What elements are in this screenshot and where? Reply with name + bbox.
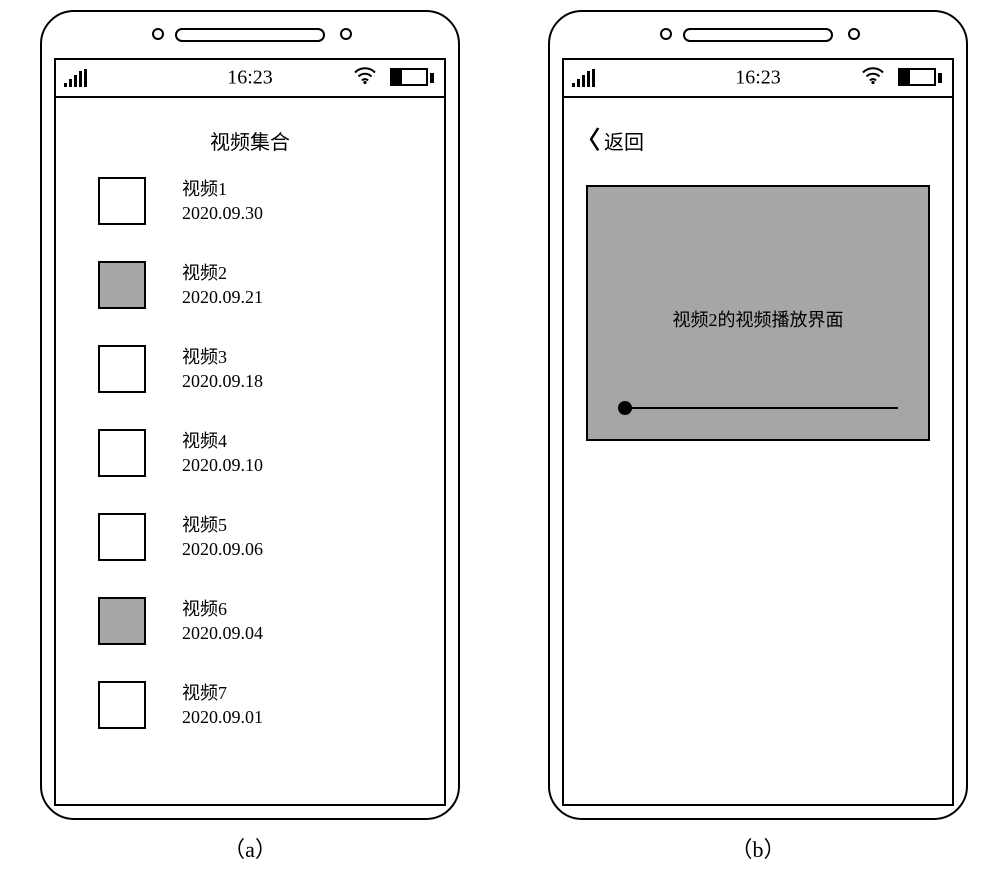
- status-bar: 16:23: [56, 60, 444, 98]
- chevron-left-icon: 〈: [576, 129, 600, 153]
- sensor-dot-icon: [848, 28, 860, 40]
- sublabel-b: （b）: [548, 832, 968, 864]
- video-thumbnail: [98, 597, 146, 645]
- video-thumbnail: [98, 345, 146, 393]
- sublabel-a: （a）: [40, 832, 460, 864]
- video-item-text: 视频22020.09.21: [182, 261, 263, 310]
- video-item-date: 2020.09.01: [182, 705, 263, 729]
- video-thumbnail: [98, 177, 146, 225]
- video-item-name: 视频3: [182, 345, 263, 369]
- video-list-item[interactable]: 视频22020.09.21: [98, 259, 444, 311]
- video-item-name: 视频4: [182, 429, 263, 453]
- progress-track: [625, 407, 898, 409]
- video-list: 视频12020.09.30视频22020.09.21视频32020.09.18视…: [56, 175, 444, 731]
- figure-canvas: 16:23 视频集合 视频12020.09.30视频22020.09.21视: [0, 0, 1000, 880]
- video-thumbnail: [98, 261, 146, 309]
- progress-bar[interactable]: [618, 401, 898, 415]
- video-thumbnail: [98, 429, 146, 477]
- video-thumbnail: [98, 681, 146, 729]
- video-item-text: 视频62020.09.04: [182, 597, 263, 646]
- battery-icon: [390, 68, 434, 88]
- sensor-dot-icon: [152, 28, 164, 40]
- video-item-date: 2020.09.10: [182, 453, 263, 477]
- video-list-item[interactable]: 视频72020.09.01: [98, 679, 444, 731]
- video-list-item[interactable]: 视频42020.09.10: [98, 427, 444, 479]
- video-item-text: 视频52020.09.06: [182, 513, 263, 562]
- video-item-date: 2020.09.30: [182, 201, 263, 225]
- video-item-text: 视频12020.09.30: [182, 177, 263, 226]
- battery-fill: [900, 70, 910, 84]
- speaker-slot-icon: [175, 28, 325, 42]
- phone-mockup-a: 16:23 视频集合 视频12020.09.30视频22020.09.21视: [40, 10, 460, 820]
- video-item-name: 视频1: [182, 177, 263, 201]
- screen-body-a: 视频集合 视频12020.09.30视频22020.09.21视频32020.0…: [56, 98, 444, 804]
- screen-body-b: 〈 返回 视频2的视频播放界面: [564, 98, 952, 804]
- phone-screen: 16:23 视频集合 视频12020.09.30视频22020.09.21视: [54, 58, 446, 806]
- page-title: 视频集合: [56, 126, 444, 155]
- video-item-date: 2020.09.18: [182, 369, 263, 393]
- video-list-item[interactable]: 视频32020.09.18: [98, 343, 444, 395]
- video-list-item[interactable]: 视频52020.09.06: [98, 511, 444, 563]
- phone-hardware-top: [550, 12, 966, 56]
- video-list-item[interactable]: 视频12020.09.30: [98, 175, 444, 227]
- video-item-name: 视频2: [182, 261, 263, 285]
- phone-hardware-top: [42, 12, 458, 56]
- video-item-date: 2020.09.21: [182, 285, 263, 309]
- battery-icon: [898, 68, 942, 88]
- signal-icon: [572, 69, 595, 87]
- phone-screen: 16:23 〈 返回: [562, 58, 954, 806]
- video-item-text: 视频72020.09.01: [182, 681, 263, 730]
- back-label: 返回: [604, 126, 644, 155]
- back-button[interactable]: 〈 返回: [564, 126, 952, 155]
- video-item-name: 视频7: [182, 681, 263, 705]
- progress-handle-icon[interactable]: [618, 401, 632, 415]
- sensor-dot-icon: [660, 28, 672, 40]
- status-clock: 16:23: [227, 67, 273, 90]
- battery-fill: [392, 70, 402, 84]
- video-thumbnail: [98, 513, 146, 561]
- phone-mockup-b: 16:23 〈 返回: [548, 10, 968, 820]
- video-item-name: 视频6: [182, 597, 263, 621]
- player-caption: 视频2的视频播放界面: [673, 306, 844, 332]
- video-item-date: 2020.09.04: [182, 621, 263, 645]
- speaker-slot-icon: [683, 28, 833, 42]
- signal-icon: [64, 69, 87, 87]
- sensor-dot-icon: [340, 28, 352, 40]
- video-item-name: 视频5: [182, 513, 263, 537]
- video-item-text: 视频32020.09.18: [182, 345, 263, 394]
- wifi-icon: [354, 67, 376, 90]
- status-clock: 16:23: [735, 67, 781, 90]
- status-bar: 16:23: [564, 60, 952, 98]
- video-item-date: 2020.09.06: [182, 537, 263, 561]
- video-item-text: 视频42020.09.10: [182, 429, 263, 478]
- video-player[interactable]: 视频2的视频播放界面: [586, 185, 930, 441]
- wifi-icon: [862, 67, 884, 90]
- video-list-item[interactable]: 视频62020.09.04: [98, 595, 444, 647]
